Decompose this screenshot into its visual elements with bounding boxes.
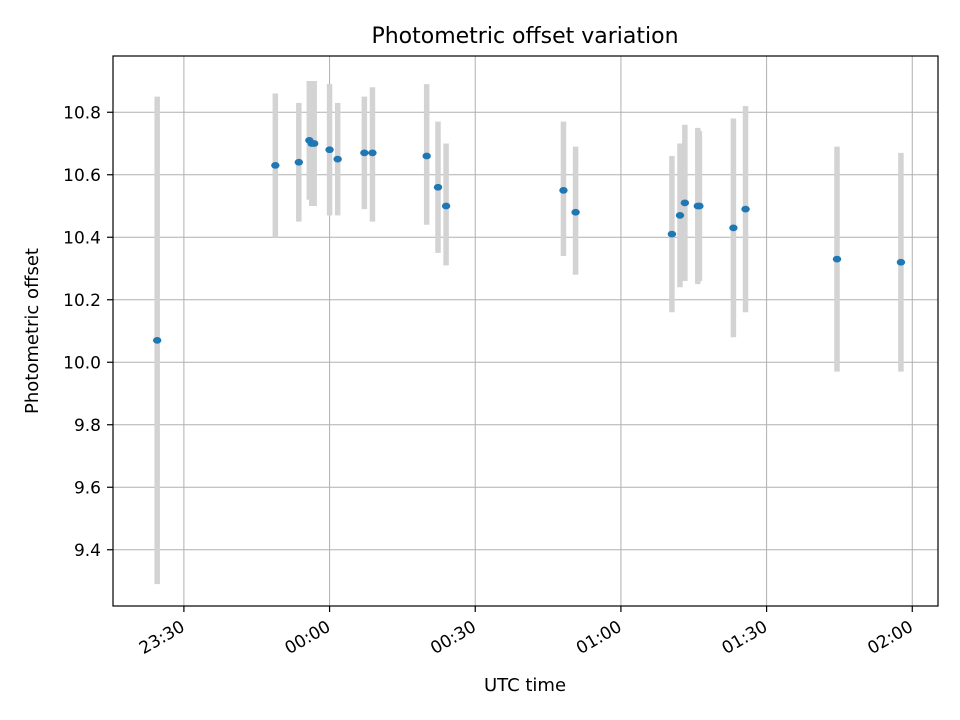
data-point	[433, 183, 443, 191]
data-point	[680, 199, 690, 207]
data-point	[741, 205, 750, 213]
data-point	[325, 146, 334, 154]
data-point	[152, 336, 162, 344]
y-tick-label: 9.6	[74, 478, 101, 498]
data-point	[294, 158, 304, 166]
plot-frame	[112, 55, 939, 607]
y-tick-label: 10.4	[63, 228, 101, 248]
chart-title: Photometric offset variation	[371, 24, 678, 49]
data-point	[667, 230, 677, 238]
y-tick-label: 10.0	[63, 353, 101, 373]
data-point	[675, 211, 685, 219]
y-tick-label: 9.4	[74, 541, 101, 561]
data-point	[559, 186, 568, 194]
data-point	[333, 155, 342, 163]
data-points	[152, 136, 906, 344]
data-point	[368, 149, 377, 157]
x-axis-label: UTC time	[484, 675, 566, 696]
data-point	[729, 224, 738, 232]
data-point	[422, 152, 431, 160]
grid	[113, 56, 938, 606]
data-point	[695, 202, 704, 210]
data-point	[832, 255, 842, 263]
y-tick-label: 9.8	[74, 416, 101, 436]
y-axis-label: Photometric offset	[22, 248, 43, 414]
y-axis-ticks: 9.4 9.6 9.8 10.0 10.2 10.4 10.6 10.8	[63, 103, 113, 561]
data-point	[896, 258, 906, 266]
data-point	[571, 208, 580, 216]
data-point	[441, 202, 451, 210]
data-point	[271, 161, 280, 169]
data-point	[309, 140, 319, 147]
y-tick-label: 10.8	[63, 103, 101, 123]
y-tick-label: 10.2	[63, 291, 101, 311]
data-point	[360, 149, 369, 157]
y-tick-label: 10.6	[63, 166, 101, 186]
